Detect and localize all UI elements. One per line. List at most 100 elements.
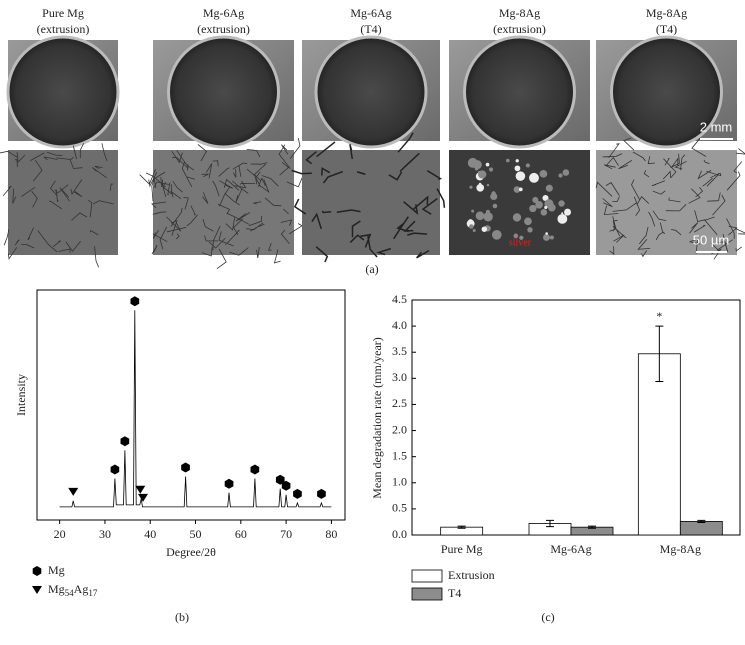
micrograph <box>8 150 118 255</box>
legend-label: Mg54Ag17 <box>48 582 98 598</box>
column-label: Pure Mg <box>42 6 84 20</box>
scale-bar-label: 50 µm <box>693 232 729 247</box>
column-label: (extrusion) <box>197 22 250 36</box>
particle <box>544 205 548 210</box>
error-bar <box>457 525 466 529</box>
xrd-chart: 20 30 40 50 60 70 80Degree/2θIntensityMgMg54Ag… <box>14 289 346 624</box>
y-tick-label: 4.0 <box>392 318 407 332</box>
legend-label: Mg <box>48 563 65 577</box>
phase-marker <box>293 488 302 499</box>
sample-disc <box>167 35 280 149</box>
cracks <box>291 132 446 263</box>
particle <box>542 194 549 202</box>
sample-disc <box>610 35 723 149</box>
phase-marker <box>135 485 146 494</box>
phase-marker <box>250 464 260 475</box>
scale-bar-label: 2 mm <box>700 119 733 134</box>
particle <box>488 167 494 172</box>
particle <box>561 212 564 215</box>
particle <box>525 163 530 168</box>
y-tick-label: 3.5 <box>392 344 407 358</box>
particle <box>558 173 563 178</box>
cracks <box>595 137 745 260</box>
particle <box>543 233 550 241</box>
particle <box>518 187 523 192</box>
particle <box>529 204 537 213</box>
y-tick-label: 1.0 <box>392 475 407 489</box>
axes-frame <box>36 289 346 521</box>
particle <box>483 212 493 222</box>
particle <box>476 183 485 192</box>
particle <box>529 172 539 183</box>
x-tick-label: Mg-6Ag <box>550 542 591 556</box>
particle <box>564 208 572 216</box>
phase-marker <box>137 493 148 502</box>
phase-marker <box>317 488 326 499</box>
particle <box>472 228 476 232</box>
x-tick-label: 20 <box>54 527 66 541</box>
particle <box>469 185 473 189</box>
particle <box>515 171 526 181</box>
panel-label: (c) <box>541 610 554 624</box>
y-axis-label: Mean degradation rate (mm/year) <box>370 337 384 499</box>
particle <box>545 232 548 235</box>
x-tick-label: 80 <box>325 527 337 541</box>
legend-text: 17 <box>88 588 98 598</box>
y-tick-label: 2.0 <box>392 422 407 436</box>
micrographs <box>0 35 745 270</box>
xrd-line <box>59 310 332 508</box>
particle <box>514 165 521 172</box>
particle <box>532 196 539 204</box>
phase-marker <box>281 480 291 491</box>
legend-symbol <box>32 586 42 594</box>
particle <box>482 172 486 177</box>
column-label: Mg-8Ag <box>499 6 540 20</box>
phase-marker <box>68 487 79 496</box>
legend-label: T4 <box>448 586 461 600</box>
legend-swatch <box>411 587 443 601</box>
particle <box>486 183 490 187</box>
x-tick-label: 40 <box>144 527 156 541</box>
particle <box>539 169 548 178</box>
phase-marker <box>120 436 130 447</box>
particle <box>540 209 548 216</box>
error-bar <box>546 519 554 528</box>
particle <box>472 160 482 170</box>
particle <box>544 199 554 209</box>
legend-symbol <box>32 566 42 576</box>
micrograph <box>302 150 440 255</box>
sample-disc <box>314 35 428 149</box>
particle <box>513 186 521 193</box>
y-tick-label: 4.5 <box>392 292 407 306</box>
legend-text: Ag <box>74 582 89 596</box>
micrograph <box>153 150 294 255</box>
particle <box>545 184 553 192</box>
sample-disc <box>463 35 576 149</box>
panel-label: (a) <box>365 262 378 276</box>
bar-chart: 0.0 0.5 1.0 1.5 2.0 2.5 3.0 3.5 4.0 4.5 Mean degra… <box>370 292 741 624</box>
x-axis-label: Degree/2θ <box>166 545 216 559</box>
column-label: (T4) <box>656 22 677 36</box>
x-tick-label: 30 <box>99 527 111 541</box>
axes-frame <box>411 299 741 536</box>
legend-label: Extrusion <box>448 568 495 582</box>
particle <box>513 233 519 239</box>
error-bar <box>655 325 664 382</box>
particle <box>558 200 565 207</box>
legend-text: 54 <box>65 588 75 598</box>
particle <box>524 217 532 226</box>
legend-text: Mg <box>48 563 65 577</box>
x-tick-label: 50 <box>190 527 202 541</box>
column-label: Mg-8Ag <box>646 6 687 20</box>
particle <box>491 230 502 240</box>
y-tick-label: 2.5 <box>392 396 407 410</box>
phase-marker <box>130 296 140 307</box>
phase-marker <box>224 478 234 489</box>
bar <box>637 353 681 536</box>
y-tick-label: 1.5 <box>392 448 407 462</box>
x-tick-label: 60 <box>235 527 247 541</box>
x-tick-label: Mg-8Ag <box>660 542 701 556</box>
error-bar <box>588 525 596 529</box>
y-axis-label: Intensity <box>14 374 28 416</box>
